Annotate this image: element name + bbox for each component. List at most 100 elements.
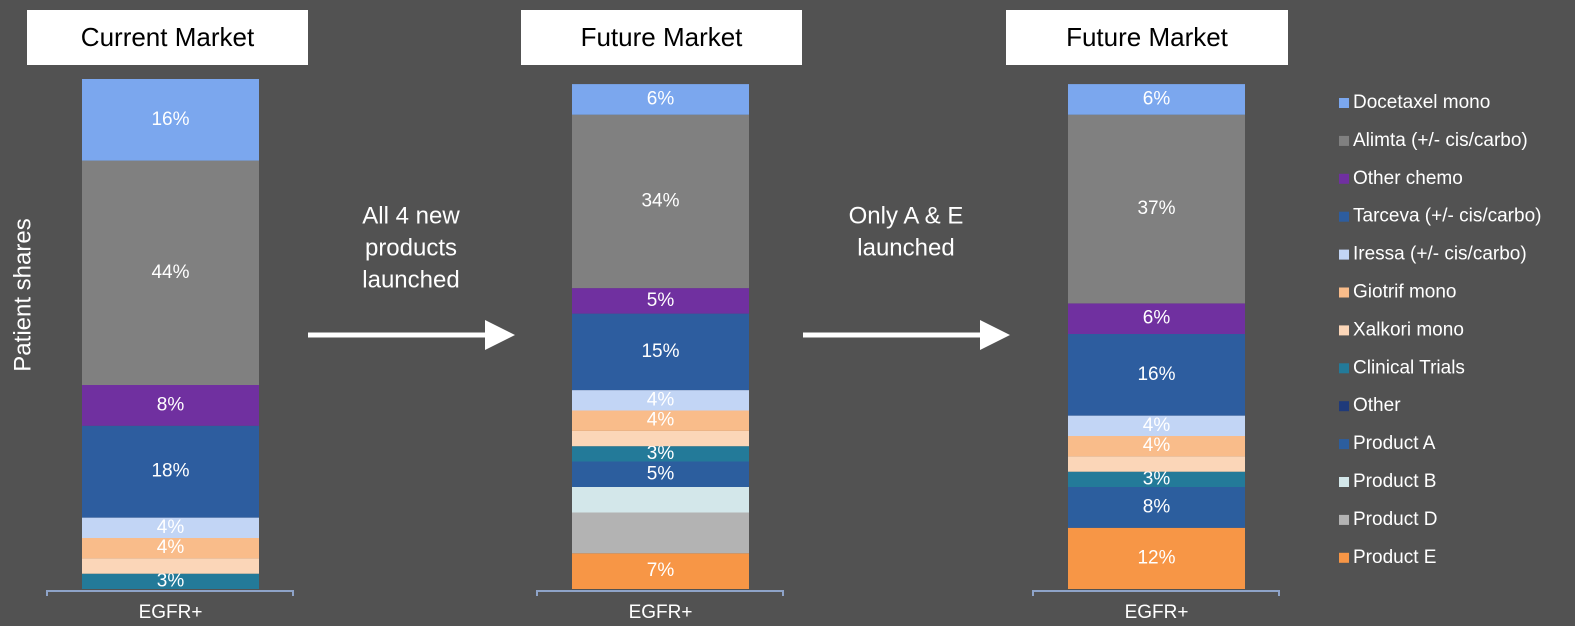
bar-segment <box>1068 84 1245 115</box>
bar-segment <box>1068 114 1245 304</box>
data-label: 5% <box>647 463 675 484</box>
chart-title: Current Market <box>81 22 255 52</box>
bar-segment <box>82 160 259 385</box>
bar-segment <box>572 114 749 289</box>
x-tick-label: EGFR+ <box>139 602 203 623</box>
y-axis-label: Patient shares <box>9 218 36 371</box>
bar-segment <box>82 385 259 426</box>
data-label: 5% <box>647 290 675 311</box>
data-label: 34% <box>641 190 679 211</box>
data-label: 4% <box>1143 415 1171 436</box>
data-label: 4% <box>647 410 675 431</box>
data-label: 16% <box>151 109 189 130</box>
legend-label: Clinical Trials <box>1353 357 1465 378</box>
legend-swatch <box>1339 552 1349 563</box>
data-label: 37% <box>1137 198 1175 219</box>
title-box <box>27 10 308 65</box>
data-label: 15% <box>641 341 679 362</box>
data-label: 4% <box>647 389 675 410</box>
x-axis <box>536 590 784 596</box>
bar-segment <box>82 79 259 161</box>
data-label: 8% <box>1143 496 1171 517</box>
bar-segment <box>1068 527 1245 589</box>
legend-swatch <box>1339 249 1349 260</box>
bar-segment <box>572 446 749 462</box>
bar-segment <box>1068 334 1245 416</box>
title-box <box>521 10 802 65</box>
legend-label: Product D <box>1353 509 1437 530</box>
annotation: All 4 new <box>362 202 460 229</box>
bar-segment <box>1068 303 1245 334</box>
annotation: Only A & E <box>849 202 964 229</box>
bar-segment <box>82 538 259 559</box>
legend-swatch <box>1339 514 1349 525</box>
data-label: 8% <box>157 394 185 415</box>
bar-segment <box>572 512 749 554</box>
data-label: 6% <box>647 88 675 109</box>
legend-swatch <box>1339 211 1349 222</box>
arrow-head <box>485 320 515 350</box>
x-axis <box>46 590 294 596</box>
legend-swatch <box>1339 439 1349 450</box>
legend-swatch <box>1339 98 1349 108</box>
legend-label: Iressa (+/- cis/carbo) <box>1353 244 1527 265</box>
data-label: 3% <box>157 570 185 591</box>
bar-segment <box>572 288 749 314</box>
data-label: 16% <box>1137 364 1175 385</box>
bar-segment <box>1068 456 1245 472</box>
data-label: 3% <box>647 443 675 464</box>
legend-swatch <box>1339 401 1349 412</box>
legend-label: Xalkori mono <box>1353 319 1464 340</box>
x-axis <box>1032 590 1280 596</box>
legend-label: Other chemo <box>1353 168 1463 189</box>
data-label: 4% <box>157 517 185 538</box>
bar-segment <box>572 553 749 589</box>
legend-swatch <box>1339 287 1349 298</box>
legend-label: Docetaxel mono <box>1353 92 1490 113</box>
bar-segment <box>572 84 749 115</box>
data-label: 7% <box>647 560 675 581</box>
annotation: launched <box>857 234 954 261</box>
legend-swatch <box>1339 135 1349 146</box>
annotation: launched <box>362 266 459 293</box>
bar-segment <box>82 425 259 518</box>
data-label: 4% <box>157 537 185 558</box>
x-tick-label: EGFR+ <box>629 602 693 623</box>
legend-label: Product E <box>1353 547 1436 568</box>
bar-segment <box>572 487 749 513</box>
chart-title: Future Market <box>581 22 744 52</box>
bar-segment <box>572 390 749 411</box>
legend-label: Tarceva (+/- cis/carbo) <box>1353 206 1541 227</box>
legend-swatch <box>1339 173 1349 184</box>
bar-segment <box>572 410 749 431</box>
data-label: 44% <box>151 262 189 283</box>
data-label: 12% <box>1137 547 1175 568</box>
bar-segment <box>572 313 749 391</box>
legend-label: Giotrif mono <box>1353 282 1456 303</box>
data-label: 6% <box>1143 88 1171 109</box>
legend-swatch <box>1339 325 1349 336</box>
bar-segment <box>1068 471 1245 487</box>
title-box <box>1006 10 1288 65</box>
data-label: 3% <box>1143 468 1171 489</box>
legend-label: Product B <box>1353 471 1436 492</box>
bar-segment <box>1068 415 1245 436</box>
legend-label: Product A <box>1353 433 1436 454</box>
bar-segment <box>572 430 749 447</box>
bar-segment <box>572 461 749 487</box>
legend-swatch <box>1339 477 1349 487</box>
arrow-head <box>980 320 1010 350</box>
legend-label: Other <box>1353 395 1401 416</box>
bar-segment <box>82 558 259 574</box>
bar-segment <box>82 517 259 538</box>
bar-segment <box>82 573 259 589</box>
x-tick-label: EGFR+ <box>1125 602 1189 623</box>
chart-title: Future Market <box>1066 22 1229 52</box>
data-label: 18% <box>151 461 189 482</box>
data-label: 6% <box>1143 308 1171 329</box>
bar-segment <box>1068 436 1245 457</box>
legend-swatch <box>1339 363 1349 374</box>
